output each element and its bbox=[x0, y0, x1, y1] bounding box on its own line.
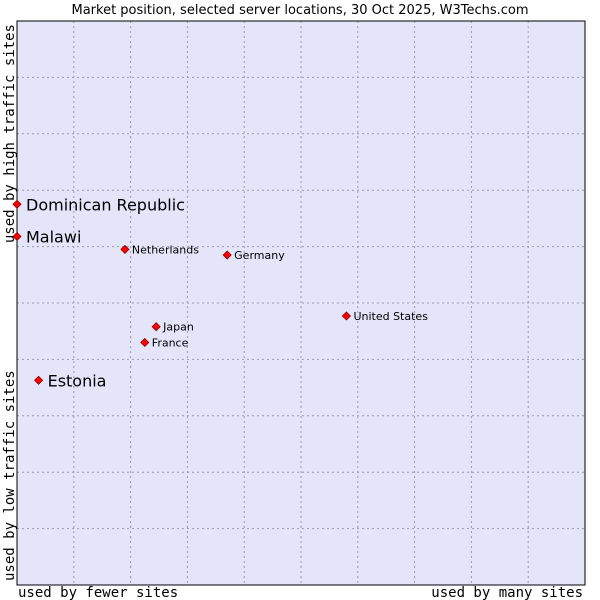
data-point-marker bbox=[151, 322, 161, 332]
data-point-netherlands: Netherlands bbox=[120, 243, 199, 256]
data-point-label: Estonia bbox=[48, 371, 107, 390]
plot-border bbox=[16, 20, 586, 586]
y-axis-label-bottom: used by low traffic sites bbox=[2, 370, 18, 581]
data-point-malawi: Malawi bbox=[12, 227, 81, 246]
data-point-label: United States bbox=[353, 310, 428, 323]
grid-lines bbox=[17, 21, 585, 585]
data-point-marker bbox=[12, 199, 22, 209]
data-points: Dominican Republic Malawi Netherlands Germa… bbox=[12, 195, 428, 390]
data-point-label: Malawi bbox=[26, 227, 81, 246]
data-point-united-states: United States bbox=[341, 310, 428, 323]
data-point-label: France bbox=[152, 336, 189, 349]
x-axis-label-left: used by fewer sites bbox=[18, 585, 178, 600]
data-point-dominican-republic: Dominican Republic bbox=[12, 195, 185, 214]
data-point-label: Netherlands bbox=[132, 243, 199, 256]
data-point-germany: Germany bbox=[222, 249, 285, 262]
data-point-estonia: Estonia bbox=[34, 371, 107, 390]
data-point-japan: Japan bbox=[151, 321, 194, 334]
data-point-label: Dominican Republic bbox=[26, 195, 185, 214]
x-axis-label-right: used by many sites bbox=[431, 585, 583, 600]
data-point-marker bbox=[12, 231, 22, 242]
data-point-marker bbox=[120, 244, 130, 254]
data-point-label: Germany bbox=[234, 249, 285, 262]
data-point-marker bbox=[140, 337, 150, 348]
chart-title: Market position, selected server locatio… bbox=[71, 3, 528, 18]
data-point-label: Japan bbox=[162, 321, 194, 334]
data-point-marker bbox=[34, 375, 44, 385]
data-point-france: France bbox=[140, 336, 189, 349]
data-point-marker bbox=[222, 250, 232, 260]
y-axis-label-top: used by high traffic sites bbox=[2, 24, 18, 243]
data-point-marker bbox=[341, 311, 352, 321]
